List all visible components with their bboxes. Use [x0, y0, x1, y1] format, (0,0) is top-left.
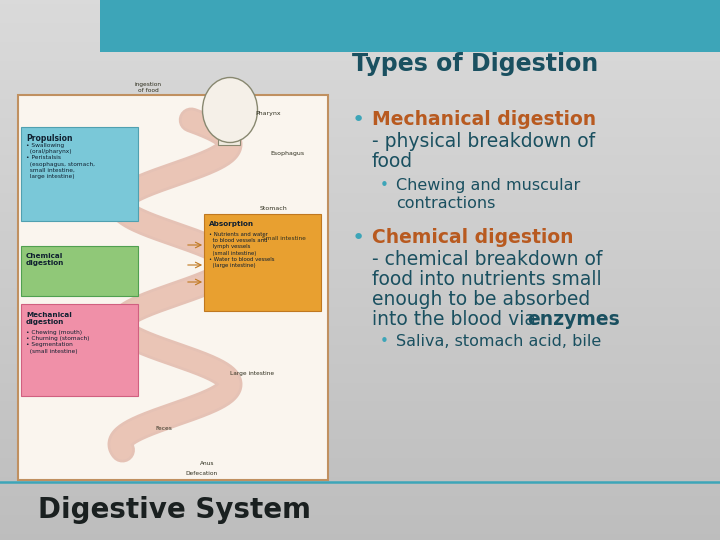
- Text: food into nutrients small: food into nutrients small: [372, 270, 602, 289]
- Text: Stomach: Stomach: [260, 206, 288, 211]
- Text: enzymes: enzymes: [527, 310, 620, 329]
- Text: • Nutrients and water
  to blood vessels and
  lymph vessels
  (small intestine): • Nutrients and water to blood vessels a…: [209, 232, 274, 268]
- Text: - physical breakdown of: - physical breakdown of: [372, 132, 595, 151]
- Text: Large intestine: Large intestine: [230, 371, 274, 376]
- Text: into the blood via: into the blood via: [372, 310, 542, 329]
- Text: Chemical digestion: Chemical digestion: [372, 228, 574, 247]
- Text: Defecation: Defecation: [185, 471, 217, 476]
- Bar: [100, 0, 720, 52]
- Text: Pharynx: Pharynx: [255, 111, 281, 116]
- Text: Digestive System: Digestive System: [38, 496, 312, 524]
- Text: Absorption: Absorption: [209, 221, 254, 227]
- Text: • Swallowing
  (oral/pharynx)
• Peristalsis
  (esophagus, stomach,
  small intes: • Swallowing (oral/pharynx) • Peristalsi…: [26, 143, 95, 179]
- FancyBboxPatch shape: [21, 304, 138, 396]
- Text: Chewing and muscular: Chewing and muscular: [396, 178, 580, 193]
- Text: Propulsion: Propulsion: [26, 134, 73, 143]
- Text: Mechanical
digestion: Mechanical digestion: [26, 312, 72, 325]
- FancyBboxPatch shape: [204, 214, 321, 311]
- Text: •: •: [380, 178, 389, 193]
- Text: ingestion
of food: ingestion of food: [135, 82, 161, 93]
- Text: Mechanical digestion: Mechanical digestion: [372, 110, 596, 129]
- FancyBboxPatch shape: [21, 246, 138, 296]
- Text: Feces: Feces: [155, 426, 172, 431]
- Text: enough to be absorbed: enough to be absorbed: [372, 290, 590, 309]
- Text: Anus: Anus: [200, 461, 215, 466]
- Text: - chemical breakdown of: - chemical breakdown of: [372, 250, 603, 269]
- Text: Chemical
digestion: Chemical digestion: [26, 253, 64, 266]
- Text: Small intestine: Small intestine: [262, 236, 306, 241]
- Text: •: •: [352, 228, 365, 248]
- Bar: [218, 107, 240, 145]
- Text: Saliva, stomach acid, bile: Saliva, stomach acid, bile: [396, 334, 601, 349]
- Text: food: food: [372, 152, 413, 171]
- Text: Types of Digestion: Types of Digestion: [352, 52, 598, 76]
- Text: •: •: [352, 110, 365, 130]
- Ellipse shape: [202, 78, 258, 143]
- Text: •: •: [380, 334, 389, 349]
- Text: • Chewing (mouth)
• Churning (stomach)
• Segmentation
  (small intestine): • Chewing (mouth) • Churning (stomach) •…: [26, 330, 89, 354]
- FancyBboxPatch shape: [21, 127, 138, 221]
- Bar: [18, 95, 328, 480]
- Text: Esophagus: Esophagus: [270, 151, 304, 156]
- Text: contractions: contractions: [396, 196, 495, 211]
